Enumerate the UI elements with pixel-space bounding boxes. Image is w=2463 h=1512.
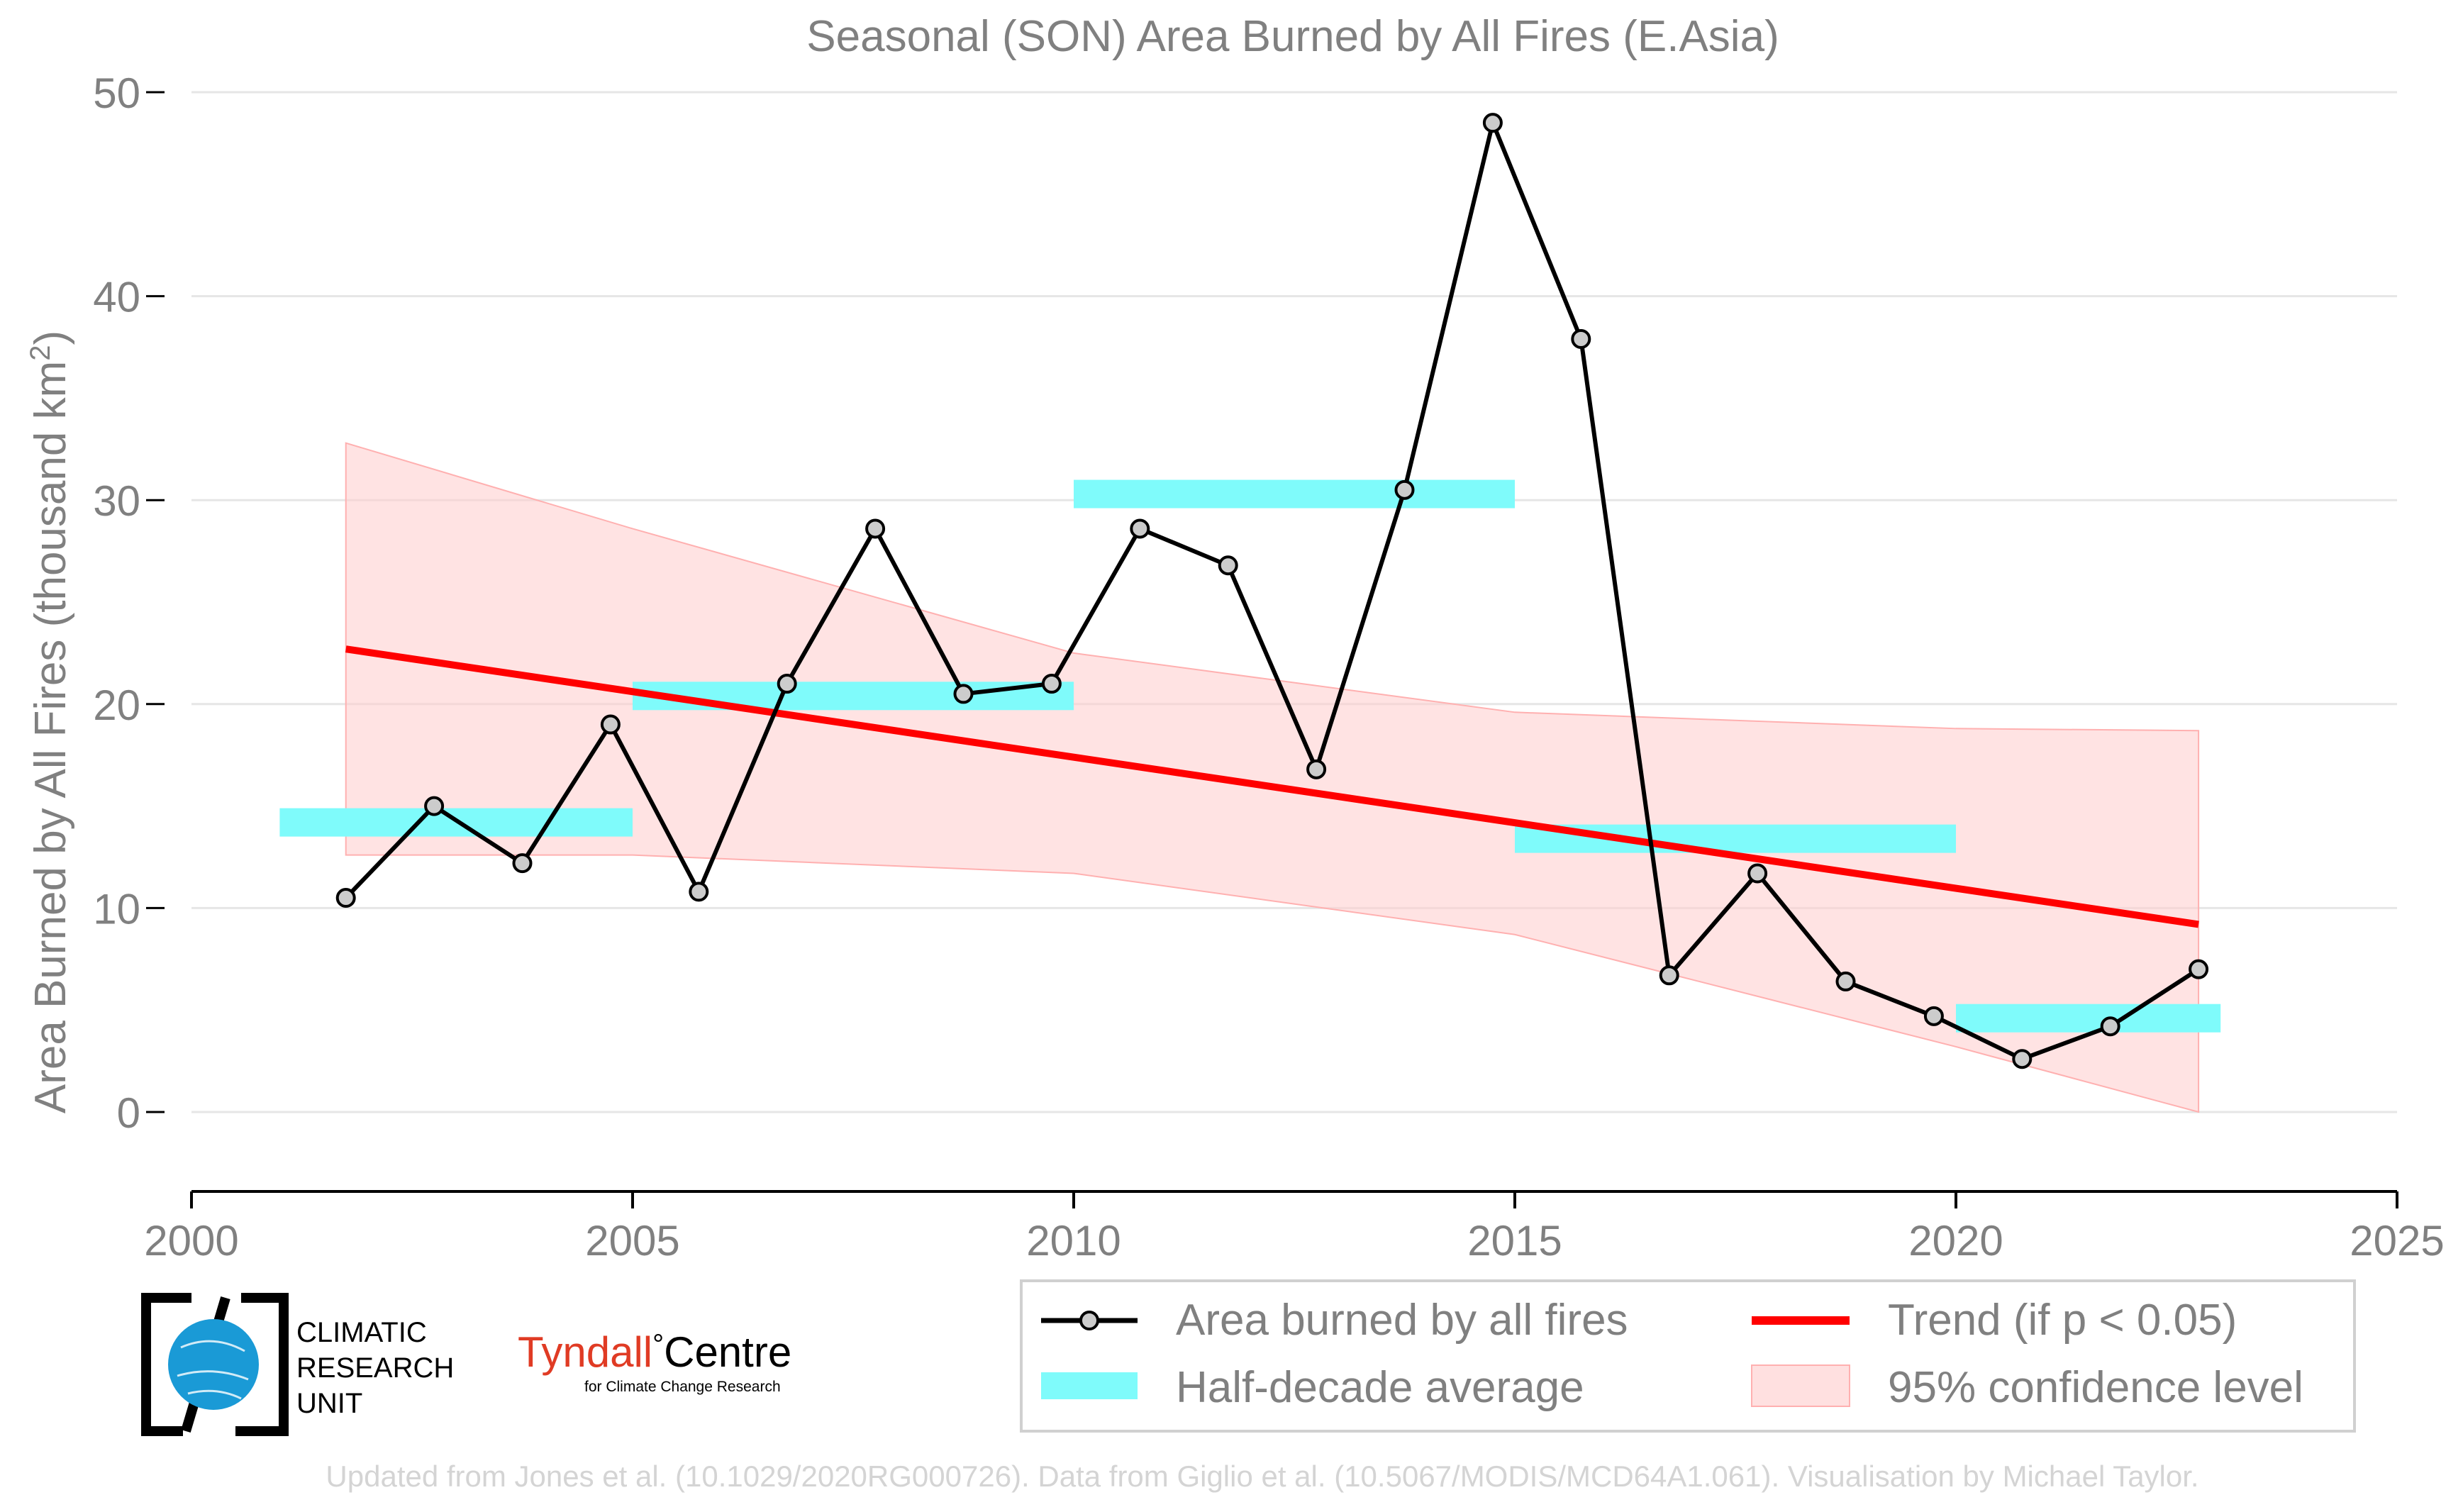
- data-point: [512, 853, 533, 874]
- legend-swatch-marker: [1079, 1311, 1099, 1330]
- legend-label-trend: Trend (if p < 0.05): [1888, 1296, 2237, 1345]
- x-tick-label: 2010: [1026, 1217, 1121, 1264]
- data-point: [865, 518, 886, 539]
- y-axis-label: Area Burned by All Fires (thousand km2): [25, 330, 75, 1113]
- x-tick-label: 2020: [1908, 1217, 2003, 1264]
- trend-layer: [345, 645, 2199, 928]
- cru-logo-line-2: RESEARCH: [296, 1352, 454, 1384]
- legend-label-series: Area burned by all fires: [1176, 1296, 1628, 1345]
- tyndall-name-red: Tyndall: [518, 1328, 652, 1376]
- data-point: [1394, 479, 1415, 500]
- legend-label-half-decade: Half-decade average: [1176, 1363, 1584, 1412]
- tyndall-name-black: Centre: [664, 1328, 791, 1376]
- svg-text:Tyndall°Centre: Tyndall°Centre: [518, 1328, 791, 1376]
- data-point: [689, 882, 709, 902]
- data-point: [424, 796, 445, 816]
- x-tick-label: 2000: [144, 1217, 238, 1264]
- series-line: [344, 121, 2200, 1062]
- tyndall-logo: Tyndall°Centre for Climate Change Resear…: [518, 1328, 791, 1395]
- axes: 0 10 20 30 40 50 2000 2005 2010 2015 2020 2025: [93, 70, 2444, 1264]
- legend-swatch-half-decade: [1041, 1372, 1138, 1399]
- series-layer: [335, 113, 2209, 1069]
- y-tick-label: 30: [93, 477, 140, 525]
- y-tick-label: 10: [93, 885, 140, 933]
- data-point: [1306, 759, 1327, 779]
- data-point: [1130, 518, 1150, 539]
- half-decade-bar: [1074, 479, 1515, 508]
- data-point: [1482, 113, 1503, 133]
- tyndall-degree: °: [652, 1329, 664, 1360]
- chart-title: Seasonal (SON) Area Burned by All Fires …: [806, 12, 1779, 61]
- cru-logo-line-1: CLIMATIC: [296, 1317, 427, 1348]
- legend: Area burned by all fires Trend (if p < 0…: [1020, 1279, 2356, 1433]
- y-tick-label: 50: [93, 70, 140, 117]
- y-tick-label: 40: [93, 274, 140, 321]
- data-point: [1835, 971, 1856, 991]
- data-point: [335, 888, 356, 908]
- globe-icon: [168, 1319, 259, 1410]
- x-tick-label: 2025: [2350, 1217, 2444, 1264]
- cru-logo-line-3: UNIT: [296, 1388, 362, 1419]
- legend-label-confidence: 95% confidence level: [1888, 1363, 2303, 1412]
- x-tick-label: 2015: [1467, 1217, 1562, 1264]
- data-point: [1571, 328, 1591, 349]
- trend-line: [345, 645, 2199, 928]
- y-tick-label: 0: [117, 1089, 140, 1137]
- x-tick-label: 2005: [585, 1217, 679, 1264]
- legend-box: [1020, 1279, 2356, 1433]
- half-decade-bar: [1956, 1004, 2221, 1033]
- data-point: [2189, 959, 2209, 979]
- half-decade-bar: [633, 682, 1074, 711]
- confidence-band: [345, 442, 2200, 1113]
- legend-swatch-confidence: [1751, 1364, 1850, 1407]
- data-point: [777, 674, 797, 694]
- data-point: [2012, 1049, 2033, 1069]
- data-point: [600, 714, 621, 735]
- data-point: [1923, 1006, 1944, 1026]
- half-decade-average-layer: [279, 479, 2221, 1033]
- cru-logo: CLIMATIC RESEARCH UNIT: [141, 1293, 454, 1436]
- data-point: [1659, 965, 1679, 986]
- footer-credit: Updated from Jones et al. (10.1029/2020R…: [326, 1460, 2198, 1493]
- half-decade-bar: [1515, 824, 1956, 853]
- data-point: [1041, 674, 1062, 694]
- data-point: [953, 684, 974, 704]
- confidence-band-layer: [345, 442, 2200, 1113]
- tyndall-subtitle: for Climate Change Research: [584, 1379, 781, 1395]
- data-point: [2100, 1016, 2120, 1037]
- data-point: [1218, 555, 1238, 576]
- y-tick-label: 20: [93, 682, 140, 729]
- data-point: [1747, 863, 1768, 884]
